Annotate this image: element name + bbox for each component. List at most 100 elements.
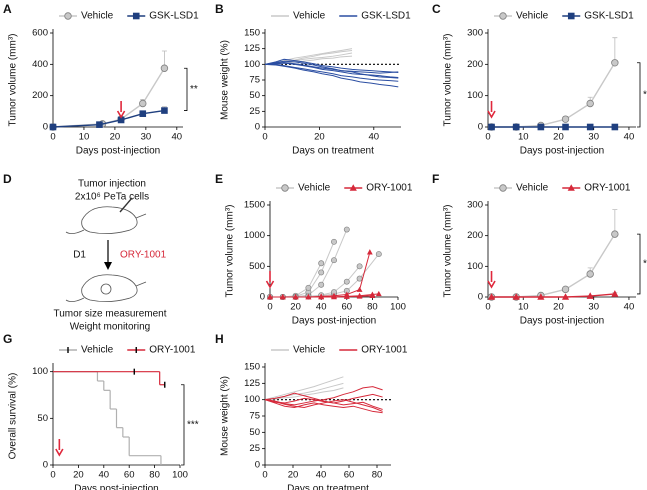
marker [292,293,299,300]
legend-marker [64,12,72,20]
x-axis-label: Days post-injection [76,146,160,157]
marker [611,59,619,67]
marker [375,251,382,258]
individual-line [264,60,399,79]
marker [586,123,594,131]
marker [586,292,594,299]
y-tick-label: 0 [43,460,48,471]
marker [488,123,495,131]
y-tick-label: 500 [249,261,265,272]
y-tick-label: 0 [478,122,483,133]
x-tick-label: 20 [314,132,325,143]
diagram-text: D1 [73,250,86,261]
panel: B 0 25 50 75 100 125 150 0 20 40 Days on treatment M… [215,2,411,156]
marker [305,284,312,291]
marker [343,226,350,233]
x-axis-label: Days on treatment [292,146,374,157]
y-tick-label: 125 [244,43,260,54]
y-tick-label: 400 [32,59,48,70]
legend-label: GSK-LSD1 [361,11,411,22]
panel: G 0 50 100 0 20 40 60 80 100 Days post-injection Ov… [3,332,199,490]
marker [331,293,337,300]
individual-line [264,386,383,406]
individual-line [264,63,399,88]
legend-label: GSK-LSD1 [149,11,199,22]
x-tick-label: 10 [518,132,529,143]
y-axis-label: Tumor volume (mm³) [443,205,454,298]
individual-line [264,392,383,410]
individual-line [264,382,344,401]
legend-label: ORY-1001 [584,183,631,194]
x-tick-label: 0 [485,302,490,313]
individual-line [270,263,322,298]
x-tick-label: 10 [518,302,529,313]
individual-line [264,62,399,78]
legend-label: Vehicle [81,345,114,356]
y-tick-label: 25 [249,443,260,454]
x-tick-label: 60 [124,470,135,481]
y-tick-label: 200 [32,90,48,101]
marker [537,293,545,300]
significance-label: ** [643,259,647,270]
diagram-text: Tumor size measurement [54,309,167,320]
marker [586,99,594,108]
legend-marker [349,184,357,191]
individual-line [264,393,383,404]
x-tick-label: 40 [624,132,635,143]
x-tick-label: 20 [73,470,84,481]
individual-line [264,55,353,66]
x-tick-label: 20 [553,132,564,143]
legend-label: Vehicle [81,11,114,22]
marker [49,123,57,131]
diagram-text: 2x10⁶ PeTa cells [75,192,149,203]
x-axis-label: Days post-injection [292,316,376,327]
y-axis-label: Mouse weight (%) [220,40,231,120]
legend-label: GSK-LSD1 [584,11,634,22]
marker [139,110,147,117]
individual-line [270,253,380,298]
y-tick-label: 0 [260,292,265,303]
y-tick-label: 75 [249,411,260,422]
legend-marker [567,184,575,191]
marker [139,99,147,108]
diagram-text: Weight monitoring [70,322,150,333]
marker [512,293,520,300]
mouse-icon [65,274,147,302]
x-tick-label: 0 [50,470,55,481]
significance-bracket [184,67,188,111]
y-tick-label: 1500 [244,200,265,211]
x-tick-label: 20 [553,302,564,313]
marker [279,293,286,300]
marker [343,293,350,299]
y-tick-label: 300 [467,28,483,39]
y-axis-label: Tumor volume (mm³) [225,205,236,298]
x-tick-label: 40 [172,132,183,143]
y-tick-label: 0 [255,122,260,133]
legend-label: ORY-1001 [361,345,408,356]
significance-label: * [643,90,647,101]
y-tick-label: 100 [32,366,48,377]
legend-label: Vehicle [298,183,331,194]
panel: F 0 100 200 300 0 10 20 30 40 Days post-injection T… [432,172,647,326]
x-axis-label: Days post-injection [74,484,158,490]
y-tick-label: 200 [467,59,483,70]
x-tick-label: 60 [344,470,355,481]
y-tick-label: 0 [43,122,48,133]
series-line [52,67,166,128]
y-tick-label: 75 [249,75,260,86]
individual-line [264,387,344,401]
legend-marker [499,184,507,192]
error-bar [612,37,618,63]
flow-arrowhead [104,262,112,270]
panel-letter: H [215,332,224,346]
x-tick-label: 0 [262,470,267,481]
x-tick-label: 0 [50,132,55,143]
y-tick-label: 200 [467,230,483,241]
x-tick-label: 100 [390,302,406,313]
marker [161,107,168,114]
significance-bracket [181,384,185,466]
y-tick-label: 150 [244,362,260,373]
x-axis-label: Days post-injection [520,316,604,327]
